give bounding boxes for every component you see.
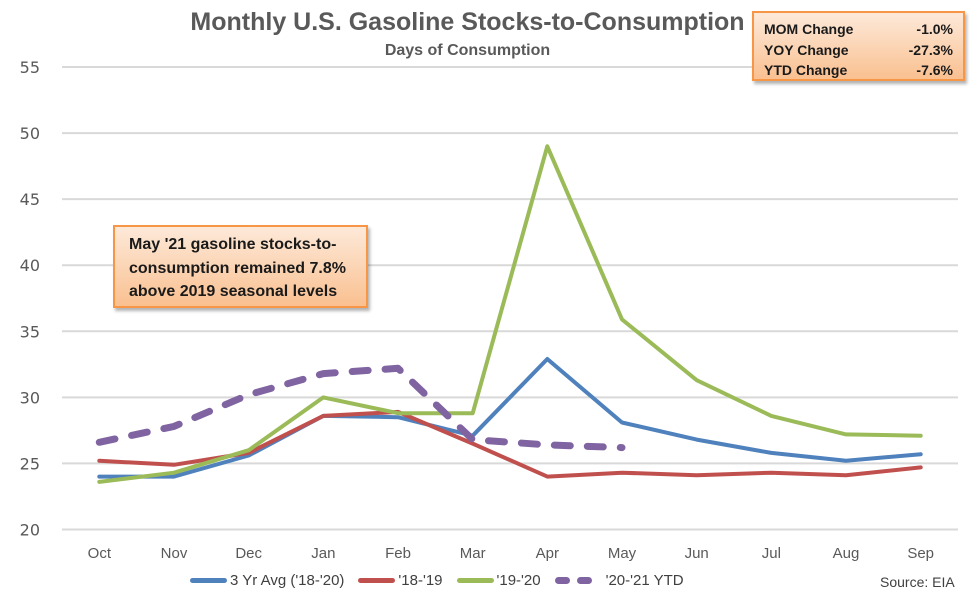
y-tick-label: 25 [20,454,40,473]
legend-item-18-19: '18-'19 [358,572,443,589]
series-line-0 [97,357,923,479]
chart-legend: 3 Yr Avg ('18-'20) '18-'19 '19-'20 '20-'… [190,572,698,589]
y-tick-label: 45 [20,190,40,209]
note-line: May '21 gasoline stocks-to- [129,236,337,253]
legend-swatch [190,578,227,583]
stat-row-ytd: YTD Change -7.6% [764,60,953,81]
x-axis-ticks: Oct Nov Dec Jan Feb Mar Apr May Jun Jul Aug Sep [88,545,934,562]
stat-value: -27.3% [908,41,953,58]
legend-item-3yr-avg: 3 Yr Avg ('18-'20) [190,572,344,589]
legend-label: '20-'21 YTD [605,572,684,589]
x-tick-label: Jul [762,545,781,562]
x-tick-label: Dec [235,545,262,562]
stat-row-yoy: YOY Change -27.3% [764,40,953,61]
y-tick-label: 30 [20,388,40,407]
y-axis-ticks: 20 25 30 35 40 45 50 55 [20,58,40,540]
legend-swatch [456,578,494,583]
x-tick-label: Sep [907,545,934,562]
series-line-3 [95,364,626,452]
y-tick-label: 35 [20,322,40,341]
stat-label: YOY Change [764,41,849,58]
x-tick-label: Aug [833,545,860,562]
change-stats-box: MOM Change -1.0% YOY Change -27.3% YTD C… [752,11,965,81]
x-tick-label: Apr [536,545,559,562]
stat-label: MOM Change [764,21,854,37]
y-tick-label: 55 [20,58,40,77]
series-line-2 [97,144,923,484]
y-tick-label: 50 [20,124,40,143]
legend-swatch-dashed [554,577,592,584]
legend-item-20-21-ytd: '20-'21 YTD [554,572,684,589]
source-label: Source: EIA [880,574,955,590]
stat-value: -7.6% [916,62,953,78]
x-tick-label: Feb [385,545,411,562]
x-tick-label: May [608,545,637,562]
stat-value: -1.0% [916,21,953,37]
x-tick-label: Mar [460,545,486,562]
legend-swatch [358,578,396,583]
legend-label: '19-'20 [496,572,541,589]
x-tick-label: Jan [311,545,335,562]
stat-label: YTD Change [764,62,848,78]
stat-row-mom: MOM Change -1.0% [764,19,953,40]
y-tick-label: 40 [20,256,40,275]
chart-subtitle: Days of Consumption [384,42,551,59]
legend-item-19-20: '19-'20 [456,572,541,589]
note-line: above 2019 seasonal levels [129,283,338,300]
x-tick-label: Jun [685,545,709,562]
x-tick-label: Nov [161,545,188,562]
note-line: consumption remained 7.8% [129,259,346,277]
legend-label: 3 Yr Avg ('18-'20) [230,572,345,589]
x-tick-label: Oct [88,545,112,562]
y-tick-label: 20 [20,521,40,540]
chart-title: Monthly U.S. Gasoline Stocks-to-Consumpt… [190,8,745,36]
annotation-note-box: May '21 gasoline stocks-to- consumption … [113,225,368,308]
legend-label: '18-'19 [398,572,443,589]
series-lines [95,144,923,484]
